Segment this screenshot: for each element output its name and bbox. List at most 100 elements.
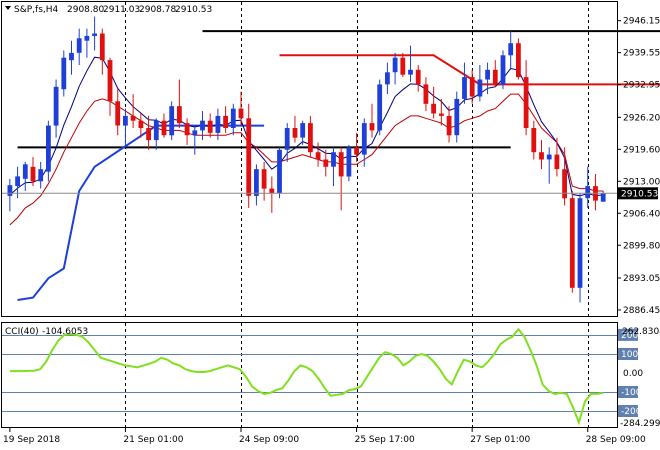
candle-body — [146, 128, 151, 141]
ohlc-low: 2908.78 — [139, 5, 176, 15]
time-tick-label: 28 Sep 09:00 — [586, 435, 646, 445]
horizontal-levels — [17, 30, 660, 149]
candle-body — [22, 164, 28, 179]
cci-top-label: 262.8304 — [622, 327, 660, 337]
candle-body — [84, 35, 90, 41]
price-tick-label: 2926.20 — [623, 113, 660, 123]
trailing-stop-lines — [17, 54, 660, 301]
candle-body — [230, 108, 236, 128]
candle-body — [338, 152, 344, 177]
price-tick-label: 2913.00 — [623, 177, 660, 187]
candle-body — [177, 106, 182, 124]
candle-body — [439, 113, 444, 116]
candle-body — [115, 101, 121, 126]
time-tick-label: 19 Sep 2018 — [3, 435, 60, 445]
candle-body — [562, 169, 567, 199]
candle-body — [500, 55, 506, 85]
cci-bottom-label: -284.2995 — [620, 419, 660, 429]
price-tick-label: 2893.05 — [623, 274, 660, 284]
candle-body — [130, 115, 136, 121]
candle-body — [284, 128, 290, 150]
candle-body — [569, 198, 575, 288]
candle-body — [516, 43, 521, 78]
dropdown-triangle-icon[interactable] — [5, 6, 11, 10]
candle-body — [415, 69, 421, 85]
candle-body — [261, 169, 267, 189]
chart-header: S&P,fs,H4 2908.80 2911.03 2908.78 2910.5… — [5, 5, 212, 15]
cci-level-box — [618, 348, 638, 360]
cci-tick-label: 0.00 — [623, 369, 643, 379]
price-tick-label: 2906.40 — [623, 209, 660, 219]
current-price-label: 2910.53 — [621, 189, 658, 199]
candle-body — [69, 52, 74, 61]
price-tick-label: 2939.55 — [623, 49, 660, 59]
candle-body — [238, 108, 244, 119]
time-tick-label: 24 Sep 09:00 — [239, 435, 299, 445]
ohlc-open: 2908.80 — [67, 5, 104, 15]
candle-body — [269, 188, 275, 194]
candle-body — [92, 33, 97, 36]
candle-body — [123, 115, 128, 126]
cci-panel-frame — [1, 322, 618, 428]
ohlc-high: 2911.03 — [103, 5, 140, 15]
candle-body — [585, 186, 591, 199]
candle-body — [207, 120, 213, 133]
vertical-separators — [125, 2, 589, 427]
candle-body — [492, 69, 498, 85]
candle-body — [446, 115, 452, 136]
price-tick-label: 2946.15 — [623, 17, 660, 27]
candle-body — [323, 159, 329, 167]
candle-body — [30, 166, 36, 182]
candle-body — [46, 125, 51, 172]
cci-series — [9, 327, 604, 426]
candle-body — [539, 152, 544, 160]
candle-body — [400, 57, 406, 75]
candle-body — [354, 147, 359, 155]
candle-body — [531, 128, 537, 153]
main-panel-frame — [1, 1, 618, 317]
candle-body — [577, 198, 583, 288]
cci-header: CCI(40) -104.6053 — [5, 327, 88, 337]
candle-body — [423, 84, 429, 104]
candle-body — [546, 154, 552, 160]
candle-body — [292, 128, 298, 138]
cci-label: CCI(40) — [5, 327, 39, 337]
price-tick-label: 2932.95 — [623, 81, 660, 91]
cci-line — [9, 327, 604, 426]
candle-body — [300, 123, 306, 138]
candle-body — [254, 169, 259, 196]
candle-body — [469, 77, 475, 97]
cci-level-box — [618, 405, 638, 417]
candle-body — [554, 154, 560, 170]
candle-body — [184, 123, 190, 136]
candle-body — [107, 60, 113, 102]
candle-body — [76, 38, 82, 53]
time-tick-label: 25 Sep 17:00 — [355, 435, 415, 445]
candle-body — [308, 123, 313, 153]
cci-tick-label: -100 — [621, 388, 642, 398]
cci-tick-label: 100 — [621, 350, 638, 360]
candle-body — [454, 98, 460, 136]
candle-body — [7, 185, 13, 196]
candles — [7, 16, 606, 303]
candle-body — [61, 57, 67, 90]
cci-tick-label: -200 — [621, 407, 642, 417]
stop-line-red — [279, 54, 660, 86]
candle-body — [600, 193, 606, 202]
price-axis: 2946.15 2939.55 2932.95 2926.20 2919.60 2913.… — [2, 17, 660, 316]
candle-body — [392, 57, 398, 73]
cci-tick-label: 200 — [621, 331, 638, 341]
stop-line-blue — [17, 124, 265, 301]
candle-body — [99, 33, 105, 61]
candle-body — [361, 123, 367, 155]
time-tick-label: 27 Sep 01:00 — [470, 435, 530, 445]
cci-value: -104.6053 — [42, 327, 88, 337]
time-tick-label: 21 Sep 01:00 — [123, 435, 183, 445]
cci-level-box — [618, 386, 638, 398]
candle-body — [431, 103, 436, 114]
price-tick-label: 2919.60 — [623, 145, 660, 155]
candle-body — [523, 77, 529, 128]
candle-body — [138, 120, 144, 128]
current-price-box — [618, 187, 658, 200]
price-tick-label: 2899.80 — [623, 241, 660, 251]
